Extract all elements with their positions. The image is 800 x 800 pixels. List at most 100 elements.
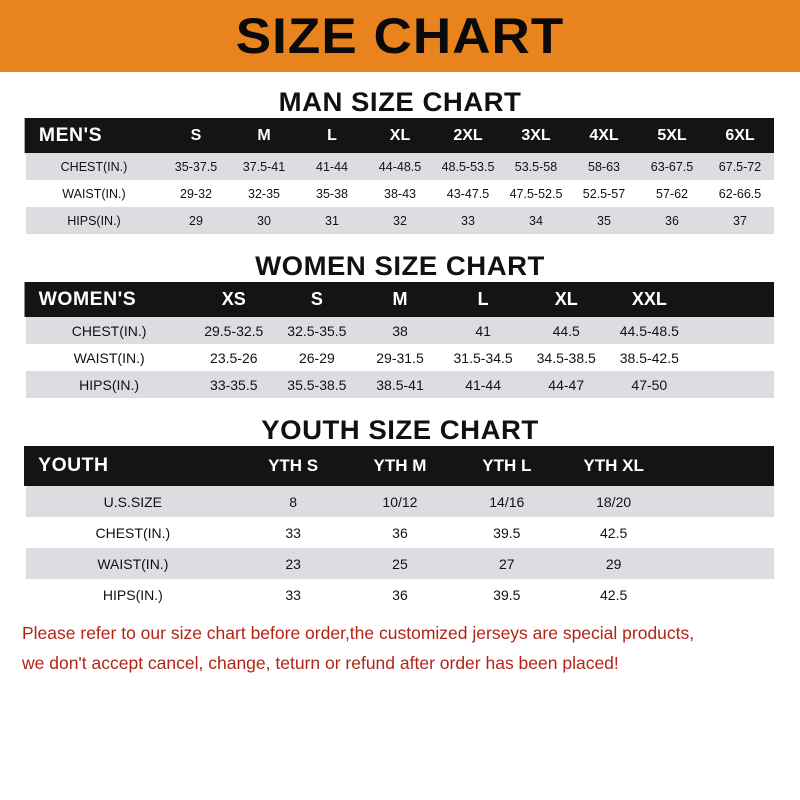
women-measurement-cell: 38.5-42.5 bbox=[619, 349, 679, 366]
women-table-body: CHEST(IN.) 29.5-32.5 32.5-35.5 38 41 44.5 44.5… bbox=[26, 317, 774, 398]
youth-measurement-cell: 25 bbox=[392, 555, 408, 572]
youth-measurement-cell: 14/16 bbox=[489, 493, 525, 510]
women-row-label: HIPS(IN.) bbox=[79, 376, 140, 393]
women-measurement-cell: 38.5-41 bbox=[376, 376, 424, 393]
man-measurement-cell: 35 bbox=[597, 213, 611, 228]
women-measurement-cell: 32.5-35.5 bbox=[287, 322, 347, 339]
man-measurement-cell: 41-44 bbox=[316, 159, 348, 174]
youth-table-wrapper: YOUTH YTH S YTH M YTH L YTH XL U.S.SIZE 8 10/1… bbox=[0, 446, 800, 610]
youth-measurement-cell: 29 bbox=[605, 555, 622, 572]
women-measurement-cell: 47-50 bbox=[631, 376, 668, 393]
women-size-header: S bbox=[275, 282, 359, 317]
women-table-wrapper: WOMEN'S XS S M L XL XXL CHEST(IN.) 29.5-32.5 32.… bbox=[0, 282, 800, 398]
man-row-label: WAIST(IN.) bbox=[62, 186, 126, 201]
man-header-row: MEN'S S M L XL 2XL 3XL 4XL 5XL 6XL bbox=[24, 118, 774, 153]
women-row-label: WAIST(IN.) bbox=[73, 349, 145, 366]
youth-measurement-cell: 10/12 bbox=[382, 493, 418, 510]
man-measurement-cell: 63-67.5 bbox=[650, 159, 694, 174]
women-measurement-cell-spacer bbox=[691, 344, 774, 371]
man-measurement-cell: 32-35 bbox=[248, 186, 280, 201]
youth-measurement-cell: 42.5 bbox=[600, 586, 628, 603]
man-measurement-cell: 37.5-41 bbox=[242, 159, 286, 174]
youth-category-label: YOUTH bbox=[23, 446, 242, 486]
women-measurement-cell: 29.5-32.5 bbox=[204, 322, 264, 339]
table-row: HIPS(IN.) 29 30 31 32 33 34 35 36 37 bbox=[26, 207, 774, 234]
women-measurement-cell: 23.5-26 bbox=[210, 349, 258, 366]
women-measurement-cell: 41 bbox=[475, 322, 491, 339]
youth-section-title: YOUTH SIZE CHART bbox=[261, 415, 539, 445]
women-size-header: L bbox=[441, 282, 525, 317]
youth-measurement-cell-spacer bbox=[667, 486, 774, 517]
man-measurement-cell: 37 bbox=[733, 213, 747, 228]
women-measurement-cell: 26-29 bbox=[298, 349, 335, 366]
man-measurement-cell: 32 bbox=[393, 213, 407, 228]
man-row-label: CHEST(IN.) bbox=[60, 159, 128, 174]
table-row: CHEST(IN.) 35-37.5 37.5-41 41-44 44-48.5 48.5… bbox=[26, 153, 774, 180]
youth-measurement-cell: 23 bbox=[285, 555, 301, 572]
youth-size-header: YTH XL bbox=[560, 446, 668, 486]
women-size-header: XS bbox=[192, 282, 276, 317]
women-size-header-spacer bbox=[690, 282, 774, 317]
youth-measurement-cell: 27 bbox=[499, 555, 515, 572]
man-section-title: MAN SIZE CHART bbox=[278, 87, 522, 117]
youth-measurement-cell: 18/20 bbox=[596, 493, 632, 510]
women-size-header: XL bbox=[524, 282, 608, 317]
youth-measurement-cell: 39.5 bbox=[493, 524, 521, 541]
man-table-head: MEN'S S M L XL 2XL 3XL 4XL 5XL 6XL bbox=[24, 118, 774, 153]
man-measurement-cell: 29 bbox=[189, 213, 203, 228]
women-measurement-cell: 29-31.5 bbox=[376, 349, 424, 366]
man-size-header: 4XL bbox=[570, 118, 638, 153]
man-measurement-cell: 29-32 bbox=[180, 186, 212, 201]
youth-size-header: YTH L bbox=[453, 446, 561, 486]
women-measurement-cell: 31.5-34.5 bbox=[453, 349, 513, 366]
table-row: U.S.SIZE 8 10/12 14/16 18/20 bbox=[26, 486, 774, 517]
man-measurement-cell: 34 bbox=[529, 213, 543, 228]
table-row: WAIST(IN.) 23.5-26 26-29 29-31.5 31.5-34.5 34… bbox=[26, 344, 774, 371]
women-measurement-cell: 38 bbox=[392, 322, 408, 339]
women-measurement-cell: 44-47 bbox=[548, 376, 585, 393]
women-header-row: WOMEN'S XS S M L XL XXL bbox=[24, 282, 774, 317]
man-size-header: S bbox=[162, 118, 230, 153]
women-size-header: XXL bbox=[607, 282, 691, 317]
youth-size-header-spacer bbox=[667, 446, 774, 486]
man-size-header: 6XL bbox=[706, 118, 774, 153]
man-measurement-cell: 62-66.5 bbox=[718, 186, 762, 201]
youth-row-label: U.S.SIZE bbox=[103, 493, 163, 510]
youth-size-header: YTH M bbox=[346, 446, 454, 486]
women-category-label: WOMEN'S bbox=[24, 282, 194, 317]
man-row-label: HIPS(IN.) bbox=[67, 213, 121, 228]
youth-measurement-cell: 33 bbox=[285, 586, 301, 603]
youth-table-body: U.S.SIZE 8 10/12 14/16 18/20 CHEST(IN.) 33 36 39… bbox=[26, 486, 774, 610]
women-measurement-cell: 33-35.5 bbox=[210, 376, 258, 393]
disclaimer: Please refer to our size chart before or… bbox=[0, 610, 800, 678]
youth-size-header: YTH S bbox=[239, 446, 347, 486]
table-row: HIPS(IN.) 33 36 39.5 42.5 bbox=[26, 579, 774, 610]
women-measurement-cell: 41-44 bbox=[465, 376, 501, 393]
man-measurement-cell: 47.5-52.5 bbox=[509, 186, 563, 201]
man-measurement-cell: 58-63 bbox=[588, 159, 620, 174]
page-banner: SIZE CHART bbox=[0, 0, 800, 72]
man-table-body: CHEST(IN.) 35-37.5 37.5-41 41-44 44-48.5 48.5… bbox=[26, 153, 774, 234]
table-row: CHEST(IN.) 29.5-32.5 32.5-35.5 38 41 44.5 44.5… bbox=[26, 317, 774, 344]
youth-row-label: HIPS(IN.) bbox=[102, 586, 163, 603]
man-measurement-cell: 57-62 bbox=[656, 186, 688, 201]
man-measurement-cell: 53.5-58 bbox=[514, 159, 558, 174]
man-measurement-cell: 30 bbox=[257, 213, 271, 228]
youth-row-label: CHEST(IN.) bbox=[95, 524, 171, 541]
man-measurement-cell: 44-48.5 bbox=[378, 159, 422, 174]
man-size-header: XL bbox=[366, 118, 434, 153]
women-measurement-cell: 44.5 bbox=[552, 322, 580, 339]
page-title: SIZE CHART bbox=[235, 8, 565, 64]
women-size-table: WOMEN'S XS S M L XL XXL CHEST(IN.) 29.5-32.5 32.… bbox=[24, 282, 774, 398]
women-measurement-cell: 35.5-38.5 bbox=[287, 376, 347, 393]
man-measurement-cell: 33 bbox=[461, 213, 475, 228]
youth-measurement-cell: 8 bbox=[289, 493, 297, 510]
disclaimer-line-2: we don't accept cancel, change, teturn o… bbox=[22, 653, 619, 673]
youth-size-table: YOUTH YTH S YTH M YTH L YTH XL U.S.SIZE 8 10/1… bbox=[23, 446, 774, 610]
man-category-label: MEN'S bbox=[24, 118, 164, 153]
man-measurement-cell: 35-38 bbox=[316, 186, 348, 201]
man-measurement-cell: 38-43 bbox=[384, 186, 416, 201]
youth-measurement-cell-spacer bbox=[667, 517, 774, 548]
youth-measurement-cell-spacer bbox=[667, 548, 774, 579]
